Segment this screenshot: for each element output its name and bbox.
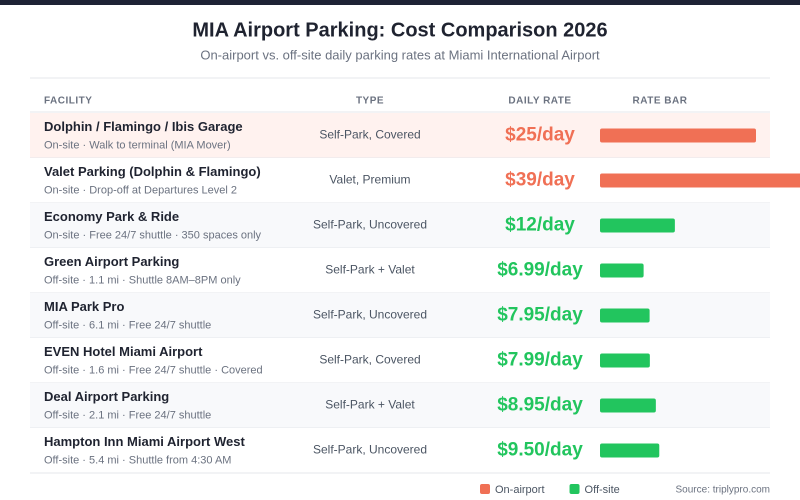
rate-label: $8.95/day	[497, 395, 583, 416]
facility-details: On-site · Walk to terminal (MIA Mover)	[44, 139, 231, 151]
rate-bar	[600, 443, 660, 458]
type: Self-Park + Valet	[325, 398, 415, 412]
facility-details: Off-site · 1.1 mi · Shuttle 8AM–8PM only	[44, 274, 241, 286]
column-header: FACILITY	[44, 96, 92, 107]
facility-details: Off-site · 5.4 mi · Shuttle from 4:30 AM	[44, 454, 231, 466]
subtitle: On-airport vs. off-site daily parking ra…	[200, 47, 600, 62]
legend-swatch	[480, 484, 490, 494]
column-header: RATE BAR	[633, 96, 688, 107]
facility-name: EVEN Hotel Miami Airport	[44, 344, 203, 359]
rate-bar	[600, 128, 756, 143]
column-header: DAILY RATE	[508, 96, 571, 107]
rate-bar	[600, 398, 656, 413]
row-bg	[30, 248, 770, 293]
facility-details: Off-site · 2.1 mi · Free 24/7 shuttle	[44, 409, 211, 421]
facility-name: Dolphin / Flamingo / Ibis Garage	[44, 119, 243, 134]
facility-name: MIA Park Pro	[44, 299, 124, 314]
top-band	[0, 0, 800, 5]
rate-label: $39/day	[505, 170, 575, 191]
type: Self-Park, Uncovered	[313, 218, 427, 232]
type: Self-Park, Uncovered	[313, 443, 427, 457]
type: Self-Park + Valet	[325, 263, 415, 277]
rate-bar	[600, 353, 650, 368]
type: Self-Park, Uncovered	[313, 308, 427, 322]
rate-label: $25/day	[505, 125, 575, 146]
facility-name: Economy Park & Ride	[44, 209, 179, 224]
type: Valet, Premium	[329, 173, 410, 187]
rate-bar	[600, 308, 650, 323]
rate-label: $12/day	[505, 215, 575, 236]
type: Self-Park, Covered	[319, 128, 420, 142]
facility-details: On-site · Free 24/7 shuttle · 350 spaces…	[44, 229, 262, 241]
source: Source: triplypro.com	[676, 485, 770, 496]
rate-label: $9.50/day	[497, 440, 583, 461]
type: Self-Park, Covered	[319, 353, 420, 367]
rate-bar	[600, 218, 675, 233]
legend-label: Off-site	[585, 484, 620, 496]
legend-label: On-airport	[495, 484, 545, 496]
rate-label: $7.99/day	[497, 350, 583, 371]
facility-name: Hampton Inn Miami Airport West	[44, 434, 245, 449]
facility-details: Off-site · 6.1 mi · Free 24/7 shuttle	[44, 319, 211, 331]
title: MIA Airport Parking: Cost Comparison 202…	[192, 19, 607, 41]
rate-label: $7.95/day	[497, 305, 583, 326]
facility-details: On-site · Drop-off at Departures Level 2	[44, 184, 237, 196]
rate-bar	[600, 173, 800, 188]
facility-name: Deal Airport Parking	[44, 389, 169, 404]
facility-name: Valet Parking (Dolphin & Flamingo)	[44, 164, 261, 179]
facility-details: Off-site · 1.6 mi · Free 24/7 shuttle · …	[44, 364, 263, 376]
rate-bar	[600, 263, 644, 278]
column-header: TYPE	[356, 96, 384, 107]
rate-label: $6.99/day	[497, 260, 583, 281]
facility-name: Green Airport Parking	[44, 254, 179, 269]
legend-swatch	[569, 484, 580, 494]
